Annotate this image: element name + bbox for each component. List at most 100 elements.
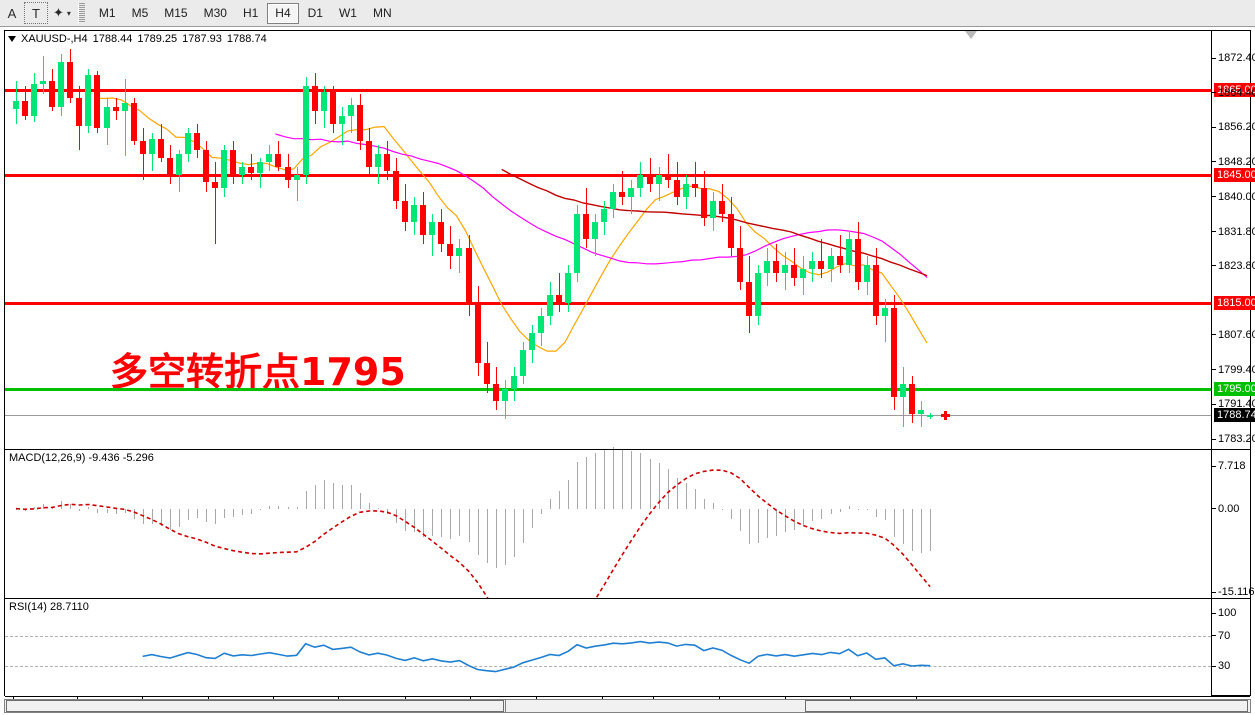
chevron-down-icon[interactable]: ▾ bbox=[66, 8, 71, 18]
price-level-label-1795-00[interactable]: 1795.00 bbox=[1214, 381, 1255, 396]
macd-histogram-bar bbox=[61, 500, 63, 509]
candle-body bbox=[338, 115, 345, 125]
timeframe-mn[interactable]: MN bbox=[372, 6, 392, 20]
candle-wick bbox=[215, 162, 217, 244]
macd-histogram-bar bbox=[794, 508, 796, 530]
chart-frame[interactable]: XAUUSD-,H4 1788.44 1789.25 1787.93 1788.… bbox=[4, 30, 1255, 711]
macd-histogram-bar bbox=[812, 508, 814, 521]
macd-histogram-bar bbox=[586, 457, 588, 509]
candle-body bbox=[773, 260, 780, 274]
rsi-tick: 100 bbox=[1212, 607, 1236, 619]
candle-body bbox=[67, 62, 74, 99]
macd-histogram-bar bbox=[749, 508, 751, 545]
macd-pane[interactable]: MACD(12,26,9) -9.436 -5.296 bbox=[5, 447, 1211, 653]
candle-body bbox=[22, 100, 29, 116]
label-tool-button[interactable]: T bbox=[24, 2, 48, 24]
candle-body bbox=[556, 294, 562, 304]
macd-histogram-bar bbox=[568, 479, 570, 509]
candle-wick bbox=[296, 166, 298, 201]
candle-wick bbox=[921, 401, 922, 428]
candle-body bbox=[58, 62, 65, 107]
timeframe-d1[interactable]: D1 bbox=[307, 6, 323, 20]
macd-histogram-bar bbox=[776, 508, 778, 536]
macd-histogram-bar bbox=[911, 508, 913, 552]
macd-histogram-bar bbox=[423, 508, 425, 537]
macd-histogram-bar bbox=[613, 447, 615, 509]
candle-body bbox=[700, 188, 707, 218]
horizontal-scrollbar[interactable] bbox=[4, 699, 1251, 713]
macd-histogram-bar bbox=[875, 508, 877, 518]
timeframe-m1[interactable]: M1 bbox=[98, 6, 116, 20]
timeframe-m15[interactable]: M15 bbox=[164, 6, 188, 20]
macd-histogram-bar bbox=[187, 508, 189, 521]
candle-body bbox=[854, 239, 861, 282]
macd-histogram-bar bbox=[450, 508, 452, 539]
macd-signal-line[interactable] bbox=[15, 469, 931, 653]
candle-body bbox=[628, 188, 635, 197]
candle-body bbox=[203, 149, 210, 182]
macd-histogram-bar bbox=[712, 503, 714, 509]
macd-histogram-bar bbox=[658, 463, 660, 509]
price-level-1865-00[interactable] bbox=[5, 88, 1211, 92]
time-tick bbox=[405, 697, 406, 700]
scrollbar-thumb-left[interactable] bbox=[6, 700, 504, 712]
chart-annotation[interactable]: 多空转折点1795 bbox=[110, 350, 406, 394]
candle-body bbox=[827, 256, 834, 270]
objects-tool-button[interactable]: ✦ ▾ bbox=[48, 2, 76, 24]
ma-fast-line[interactable] bbox=[94, 97, 928, 352]
candle-body bbox=[809, 260, 816, 270]
macd-histogram-bar bbox=[685, 483, 687, 509]
candle-wick bbox=[658, 166, 660, 201]
price-level-label-1865-00[interactable]: 1865.00 bbox=[1214, 82, 1255, 97]
price-level-1845-00[interactable] bbox=[5, 174, 1211, 178]
price-level-1788-74[interactable] bbox=[5, 415, 1211, 417]
ma-slow-line[interactable] bbox=[501, 168, 928, 277]
timeframe-m30[interactable]: M30 bbox=[203, 6, 227, 20]
text-tool-button[interactable]: A bbox=[7, 5, 17, 21]
price-level-1815-00[interactable] bbox=[5, 302, 1211, 306]
price-level-label-1788-74[interactable]: 1788.74 bbox=[1214, 408, 1255, 423]
timeframe-h1[interactable]: H1 bbox=[242, 6, 259, 20]
rsi-pane[interactable]: RSI(14) 28.7110 bbox=[5, 599, 1211, 697]
macd-histogram-bar bbox=[350, 485, 352, 509]
scrollbar-thumb-right[interactable] bbox=[805, 700, 1248, 712]
macd-histogram-bar bbox=[224, 508, 226, 518]
macd-tick: 7.718 bbox=[1212, 460, 1246, 472]
chevron-down-icon[interactable] bbox=[8, 36, 16, 42]
candle-wick bbox=[142, 128, 144, 180]
macd-histogram-bar bbox=[893, 508, 895, 538]
toolbar-grip[interactable] bbox=[77, 3, 85, 23]
candle-body bbox=[157, 139, 164, 159]
timeframe-w1[interactable]: W1 bbox=[338, 6, 357, 20]
macd-histogram-bar bbox=[694, 488, 696, 509]
price-pane[interactable]: XAUUSD-,H4 1788.44 1789.25 1787.93 1788.… bbox=[5, 31, 1211, 449]
candle-body bbox=[194, 132, 200, 150]
macd-histogram-bar bbox=[857, 508, 859, 510]
macd-histogram-bar bbox=[559, 490, 560, 509]
timeframe-h4[interactable]: H4 bbox=[267, 2, 299, 24]
price-level-label-1845-00[interactable]: 1845.00 bbox=[1214, 168, 1255, 183]
candle-body bbox=[130, 102, 137, 142]
time-tick bbox=[338, 697, 339, 700]
price-axis[interactable]: 1872.40 1865.00 1864.40 1856.20 1848.20 1845.… bbox=[1212, 31, 1255, 449]
price-tick-label: 1791.40 bbox=[1218, 398, 1255, 410]
timeframe-m5[interactable]: M5 bbox=[131, 6, 149, 20]
candle-body bbox=[248, 166, 255, 174]
macd-axis[interactable]: 7.718 0.00 -15.116 bbox=[1212, 450, 1255, 598]
ma-mid-line[interactable] bbox=[275, 133, 928, 279]
candle-body bbox=[76, 98, 83, 127]
candle-body bbox=[31, 83, 38, 116]
candle-body bbox=[519, 350, 526, 376]
price-level-label-1815-00[interactable]: 1815.00 bbox=[1214, 296, 1255, 311]
rsi-axis[interactable]: 100 70 30 bbox=[1212, 599, 1250, 697]
candle-body bbox=[375, 153, 381, 167]
rsi-line[interactable] bbox=[142, 640, 931, 673]
candle-wick bbox=[622, 171, 624, 206]
macd-histogram-bar bbox=[531, 508, 533, 529]
candle-body bbox=[420, 205, 427, 235]
candle-body bbox=[881, 307, 888, 317]
macd-histogram-bar bbox=[504, 508, 506, 565]
candle-body bbox=[501, 388, 508, 402]
price-level-1795-00[interactable] bbox=[5, 387, 1211, 391]
candle-body bbox=[764, 260, 771, 274]
